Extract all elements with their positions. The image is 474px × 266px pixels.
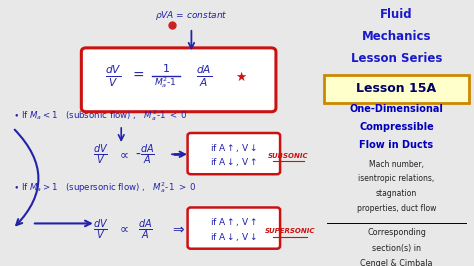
FancyBboxPatch shape [82,48,276,112]
Text: Mach number,: Mach number, [369,160,424,169]
Text: Fluid: Fluid [380,8,413,21]
Text: $\frac{dV}{V}$: $\frac{dV}{V}$ [105,63,121,89]
Text: if A$\uparrow$, V$\uparrow$: if A$\uparrow$, V$\uparrow$ [210,216,257,228]
Text: stagnation: stagnation [376,189,417,198]
Text: SUBSONIC: SUBSONIC [268,153,309,159]
Text: $\propto$: $\propto$ [117,222,129,235]
Text: $\propto$: $\propto$ [117,148,129,161]
Text: Mechanics: Mechanics [362,30,431,43]
Text: $M_a^2$-1: $M_a^2$-1 [155,75,177,90]
Text: $\Rightarrow$: $\Rightarrow$ [170,147,186,161]
FancyBboxPatch shape [188,133,280,174]
Text: $\bigstar$: $\bigstar$ [235,70,247,84]
Text: SUPERSONIC: SUPERSONIC [265,228,316,234]
Text: $\bullet$ If $M_a$$<$1   (subsonic flow) ,   $M_a^2$-1 $<$ 0: $\bullet$ If $M_a$$<$1 (subsonic flow) ,… [13,108,188,123]
Text: $\frac{dV}{V}$: $\frac{dV}{V}$ [93,217,108,240]
Text: if A$\downarrow$, V$\uparrow$: if A$\downarrow$, V$\uparrow$ [210,156,257,168]
Text: 1: 1 [163,64,169,74]
Text: $\rho$VA = constant: $\rho$VA = constant [155,9,228,22]
Text: Lesson 15A: Lesson 15A [356,82,437,95]
Text: Flow in Ducts: Flow in Ducts [359,140,434,150]
FancyBboxPatch shape [324,75,469,103]
Text: Corresponding: Corresponding [367,228,426,238]
Text: Lesson Series: Lesson Series [351,52,442,65]
Text: section(s) in: section(s) in [372,244,421,253]
Text: Compressible: Compressible [359,122,434,132]
Text: properties, duct flow: properties, duct flow [357,204,436,213]
Text: $\frac{dV}{V}$: $\frac{dV}{V}$ [93,143,108,166]
Text: Çengel & Cimbala: Çengel & Cimbala [360,259,433,266]
Text: $\Rightarrow$: $\Rightarrow$ [170,221,186,235]
Text: $\frac{dA}{A}$: $\frac{dA}{A}$ [196,63,212,89]
Text: isentropic relations,: isentropic relations, [358,174,435,184]
Text: if A$\uparrow$, V$\downarrow$: if A$\uparrow$, V$\downarrow$ [210,142,257,154]
Text: $\frac{dA}{A}$: $\frac{dA}{A}$ [138,217,153,240]
Text: if A$\downarrow$, V$\downarrow$: if A$\downarrow$, V$\downarrow$ [210,231,257,243]
Text: -$\frac{dA}{A}$: -$\frac{dA}{A}$ [135,143,155,166]
Text: =: = [133,69,145,83]
Text: $\bullet$ If $M_a$$>$1   (supersonic flow) ,   $M_a^2$-1 $>$ 0: $\bullet$ If $M_a$$>$1 (supersonic flow)… [13,180,196,195]
Text: One-Dimensional: One-Dimensional [349,104,444,114]
FancyBboxPatch shape [188,207,280,249]
